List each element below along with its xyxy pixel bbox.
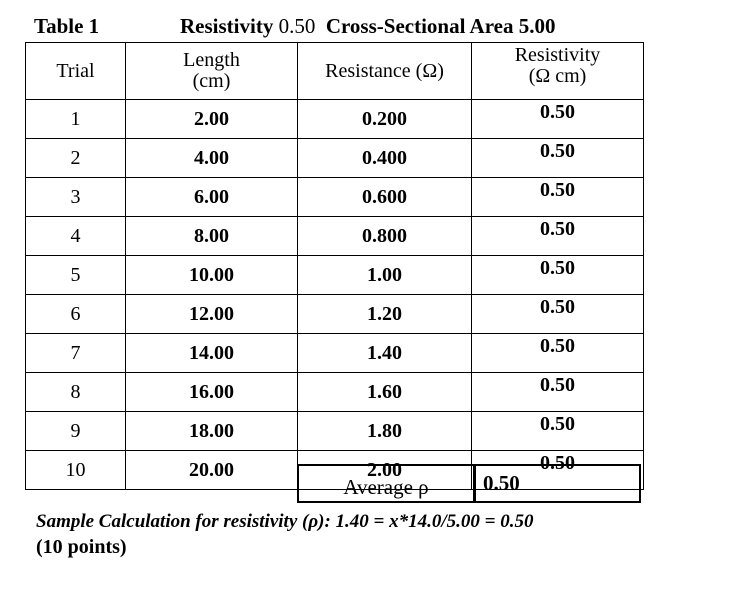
cell-trial: 9 bbox=[25, 411, 126, 451]
cell-length: 4.00 bbox=[125, 138, 298, 178]
table-row: 10 20.00 2.00 0.50 bbox=[25, 450, 644, 490]
table-label: Table 1 bbox=[34, 14, 100, 38]
cell-resistivity: 0.50 bbox=[471, 255, 644, 295]
cell-length: 12.00 bbox=[125, 294, 298, 334]
cell-resistance: 1.80 bbox=[297, 411, 472, 451]
cell-resistance: 1.20 bbox=[297, 294, 472, 334]
header-length-line1: Length bbox=[183, 49, 240, 71]
table-row: 6 12.00 1.20 0.50 bbox=[25, 294, 644, 334]
cell-trial: 7 bbox=[25, 333, 126, 373]
average-value: 0.50 bbox=[483, 471, 520, 495]
cell-length: 18.00 bbox=[125, 411, 298, 451]
cell-trial: 10 bbox=[25, 450, 126, 490]
cell-resistivity: 0.50 bbox=[471, 450, 644, 490]
table-row: 8 16.00 1.60 0.50 bbox=[25, 372, 644, 412]
table-row: 1 2.00 0.200 0.50 bbox=[25, 99, 644, 139]
cell-resistivity: 0.50 bbox=[471, 294, 644, 334]
cell-trial: 5 bbox=[25, 255, 126, 295]
average-divider bbox=[473, 466, 476, 501]
cell-trial: 8 bbox=[25, 372, 126, 412]
cell-trial: 2 bbox=[25, 138, 126, 178]
header-length: Length (cm) bbox=[125, 42, 298, 100]
cell-resistivity: 0.50 bbox=[471, 99, 644, 139]
cell-resistivity: 0.50 bbox=[471, 333, 644, 373]
table-row: 7 14.00 1.40 0.50 bbox=[25, 333, 644, 373]
cell-length: 14.00 bbox=[125, 333, 298, 373]
table-row: 3 6.00 0.600 0.50 bbox=[25, 177, 644, 217]
cell-resistivity: 0.50 bbox=[471, 216, 644, 256]
cell-resistivity: 0.50 bbox=[471, 138, 644, 178]
points-label: (10 points) bbox=[36, 536, 127, 558]
table-heading: Resistivity 0.50 Cross-Sectional Area 5.… bbox=[180, 14, 555, 39]
header-resistivity-line2: (Ω cm) bbox=[528, 65, 587, 87]
table-row: 4 8.00 0.800 0.50 bbox=[25, 216, 644, 256]
cell-trial: 1 bbox=[25, 99, 126, 139]
cell-resistance: 1.60 bbox=[297, 372, 472, 412]
cell-resistance: 1.40 bbox=[297, 333, 472, 373]
header-length-line2: (cm) bbox=[192, 70, 231, 92]
cell-resistance: 0.800 bbox=[297, 216, 472, 256]
cell-length: 2.00 bbox=[125, 99, 298, 139]
header-resistivity: Resistivity (Ω cm) bbox=[471, 42, 644, 100]
header-resistance: Resistance (Ω) bbox=[297, 42, 472, 100]
cell-length: 20.00 bbox=[125, 450, 298, 490]
cell-trial: 3 bbox=[25, 177, 126, 217]
cell-resistance: 0.600 bbox=[297, 177, 472, 217]
cell-trial: 4 bbox=[25, 216, 126, 256]
cell-length: 8.00 bbox=[125, 216, 298, 256]
cell-resistivity: 0.50 bbox=[471, 411, 644, 451]
cell-length: 10.00 bbox=[125, 255, 298, 295]
cell-resistance: 0.400 bbox=[297, 138, 472, 178]
table-title-row: Table 1 Resistivity 0.50 Cross-Sectional… bbox=[34, 14, 634, 42]
average-box: Average ρ 0.50 bbox=[297, 464, 641, 503]
table-row: 5 10.00 1.00 0.50 bbox=[25, 255, 644, 295]
cell-resistivity: 0.50 bbox=[471, 177, 644, 217]
table-body: 1 2.00 0.200 0.50 2 4.00 0.400 0.50 3 6.00 0.600 0.… bbox=[25, 99, 644, 490]
table-header-row: Trial Length (cm) Resistance (Ω) Resisti… bbox=[25, 42, 644, 100]
cell-length: 16.00 bbox=[125, 372, 298, 412]
cell-trial: 6 bbox=[25, 294, 126, 334]
resistivity-value: 0.50 bbox=[278, 14, 316, 38]
cell-length: 6.00 bbox=[125, 177, 298, 217]
cell-resistance: 1.00 bbox=[297, 255, 472, 295]
data-table: Trial Length (cm) Resistance (Ω) Resisti… bbox=[25, 42, 644, 490]
average-label: Average ρ bbox=[343, 475, 429, 499]
cell-resistance: 0.200 bbox=[297, 99, 472, 139]
sample-calculation: Sample Calculation for resistivity (ρ): … bbox=[36, 511, 534, 532]
table-row: 2 4.00 0.400 0.50 bbox=[25, 138, 644, 178]
table-row: 9 18.00 1.80 0.50 bbox=[25, 411, 644, 451]
cell-resistivity: 0.50 bbox=[471, 372, 644, 412]
cross-sectional-area: Cross-Sectional Area 5.00 bbox=[325, 14, 556, 38]
header-resistivity-line1: Resistivity bbox=[514, 44, 601, 66]
header-trial: Trial bbox=[25, 42, 126, 100]
resistivity-label: Resistivity bbox=[180, 14, 274, 38]
